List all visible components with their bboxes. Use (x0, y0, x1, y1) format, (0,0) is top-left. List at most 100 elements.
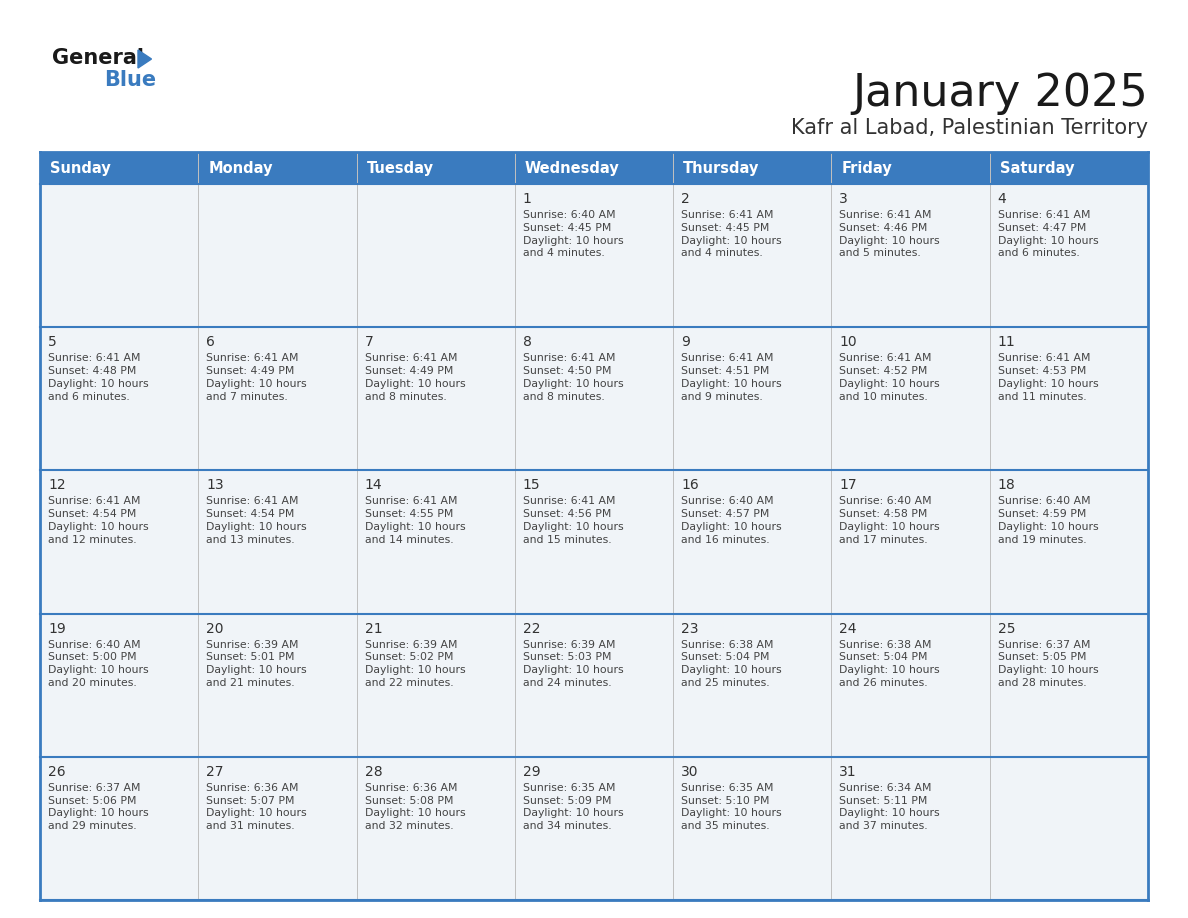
Text: Monday: Monday (208, 161, 273, 175)
Text: 22: 22 (523, 621, 541, 635)
Text: 27: 27 (207, 765, 223, 778)
Text: 13: 13 (207, 478, 223, 492)
Text: 21: 21 (365, 621, 383, 635)
Text: 14: 14 (365, 478, 383, 492)
Bar (990, 756, 1148, 900)
Text: Sunrise: 6:39 AM
Sunset: 5:02 PM
Daylight: 10 hours
and 22 minutes.: Sunrise: 6:39 AM Sunset: 5:02 PM Dayligh… (365, 640, 466, 688)
Text: 16: 16 (681, 478, 699, 492)
Text: Sunrise: 6:39 AM
Sunset: 5:01 PM
Daylight: 10 hours
and 21 minutes.: Sunrise: 6:39 AM Sunset: 5:01 PM Dayligh… (207, 640, 307, 688)
Text: Sunrise: 6:40 AM
Sunset: 5:00 PM
Daylight: 10 hours
and 20 minutes.: Sunrise: 6:40 AM Sunset: 5:00 PM Dayligh… (48, 640, 148, 688)
Text: Sunrise: 6:41 AM
Sunset: 4:50 PM
Daylight: 10 hours
and 8 minutes.: Sunrise: 6:41 AM Sunset: 4:50 PM Dayligh… (523, 353, 624, 401)
Text: Sunrise: 6:41 AM
Sunset: 4:48 PM
Daylight: 10 hours
and 6 minutes.: Sunrise: 6:41 AM Sunset: 4:48 PM Dayligh… (48, 353, 148, 401)
Bar (198, 184, 356, 327)
Bar (40, 613, 198, 756)
Text: Sunrise: 6:41 AM
Sunset: 4:51 PM
Daylight: 10 hours
and 9 minutes.: Sunrise: 6:41 AM Sunset: 4:51 PM Dayligh… (681, 353, 782, 401)
Bar (40, 327, 198, 470)
Text: 26: 26 (48, 765, 65, 778)
Bar (514, 470, 674, 613)
Text: 29: 29 (523, 765, 541, 778)
Bar (356, 470, 514, 613)
Text: 3: 3 (840, 192, 848, 206)
Bar (514, 756, 674, 900)
Text: 4: 4 (998, 192, 1006, 206)
Text: Wednesday: Wednesday (525, 161, 620, 175)
Bar (356, 613, 514, 756)
Text: Saturday: Saturday (1000, 161, 1074, 175)
Text: Friday: Friday (841, 161, 892, 175)
Text: 8: 8 (523, 335, 532, 349)
Polygon shape (138, 50, 152, 68)
Bar (40, 184, 198, 327)
Bar (832, 470, 990, 613)
Bar (674, 470, 832, 613)
Text: 9: 9 (681, 335, 690, 349)
Text: 11: 11 (998, 335, 1016, 349)
Text: Sunrise: 6:41 AM
Sunset: 4:54 PM
Daylight: 10 hours
and 12 minutes.: Sunrise: 6:41 AM Sunset: 4:54 PM Dayligh… (48, 497, 148, 544)
Text: 12: 12 (48, 478, 65, 492)
Text: Sunrise: 6:38 AM
Sunset: 5:04 PM
Daylight: 10 hours
and 25 minutes.: Sunrise: 6:38 AM Sunset: 5:04 PM Dayligh… (681, 640, 782, 688)
Bar (674, 327, 832, 470)
Text: Sunrise: 6:36 AM
Sunset: 5:08 PM
Daylight: 10 hours
and 32 minutes.: Sunrise: 6:36 AM Sunset: 5:08 PM Dayligh… (365, 783, 466, 831)
Text: 31: 31 (840, 765, 857, 778)
Bar (832, 327, 990, 470)
Text: Sunrise: 6:41 AM
Sunset: 4:55 PM
Daylight: 10 hours
and 14 minutes.: Sunrise: 6:41 AM Sunset: 4:55 PM Dayligh… (365, 497, 466, 544)
Text: Sunrise: 6:37 AM
Sunset: 5:05 PM
Daylight: 10 hours
and 28 minutes.: Sunrise: 6:37 AM Sunset: 5:05 PM Dayligh… (998, 640, 1099, 688)
Bar (198, 756, 356, 900)
Bar (356, 327, 514, 470)
Text: 6: 6 (207, 335, 215, 349)
Text: 30: 30 (681, 765, 699, 778)
Text: Sunrise: 6:34 AM
Sunset: 5:11 PM
Daylight: 10 hours
and 37 minutes.: Sunrise: 6:34 AM Sunset: 5:11 PM Dayligh… (840, 783, 940, 831)
Bar (514, 613, 674, 756)
Text: Sunrise: 6:41 AM
Sunset: 4:45 PM
Daylight: 10 hours
and 4 minutes.: Sunrise: 6:41 AM Sunset: 4:45 PM Dayligh… (681, 210, 782, 258)
Bar (40, 152, 1148, 184)
Text: Sunrise: 6:41 AM
Sunset: 4:53 PM
Daylight: 10 hours
and 11 minutes.: Sunrise: 6:41 AM Sunset: 4:53 PM Dayligh… (998, 353, 1099, 401)
Bar (198, 613, 356, 756)
Bar (674, 756, 832, 900)
Text: Sunrise: 6:41 AM
Sunset: 4:54 PM
Daylight: 10 hours
and 13 minutes.: Sunrise: 6:41 AM Sunset: 4:54 PM Dayligh… (207, 497, 307, 544)
Text: Thursday: Thursday (683, 161, 759, 175)
Text: Sunrise: 6:40 AM
Sunset: 4:57 PM
Daylight: 10 hours
and 16 minutes.: Sunrise: 6:40 AM Sunset: 4:57 PM Dayligh… (681, 497, 782, 544)
Text: Sunrise: 6:40 AM
Sunset: 4:59 PM
Daylight: 10 hours
and 19 minutes.: Sunrise: 6:40 AM Sunset: 4:59 PM Dayligh… (998, 497, 1099, 544)
Text: 28: 28 (365, 765, 383, 778)
Bar (832, 184, 990, 327)
Text: Sunrise: 6:41 AM
Sunset: 4:46 PM
Daylight: 10 hours
and 5 minutes.: Sunrise: 6:41 AM Sunset: 4:46 PM Dayligh… (840, 210, 940, 258)
Text: 20: 20 (207, 621, 223, 635)
Text: 19: 19 (48, 621, 65, 635)
Bar (198, 470, 356, 613)
Bar (198, 327, 356, 470)
Bar (990, 327, 1148, 470)
Text: 17: 17 (840, 478, 857, 492)
Bar (514, 327, 674, 470)
Text: Sunrise: 6:41 AM
Sunset: 4:49 PM
Daylight: 10 hours
and 7 minutes.: Sunrise: 6:41 AM Sunset: 4:49 PM Dayligh… (207, 353, 307, 401)
Bar (674, 613, 832, 756)
Bar (514, 184, 674, 327)
Text: 7: 7 (365, 335, 373, 349)
Bar (990, 470, 1148, 613)
Text: Tuesday: Tuesday (367, 161, 434, 175)
Bar (990, 184, 1148, 327)
Text: Sunrise: 6:41 AM
Sunset: 4:49 PM
Daylight: 10 hours
and 8 minutes.: Sunrise: 6:41 AM Sunset: 4:49 PM Dayligh… (365, 353, 466, 401)
Bar (832, 613, 990, 756)
Text: Sunrise: 6:40 AM
Sunset: 4:45 PM
Daylight: 10 hours
and 4 minutes.: Sunrise: 6:40 AM Sunset: 4:45 PM Dayligh… (523, 210, 624, 258)
Text: Blue: Blue (105, 70, 156, 90)
Text: Sunrise: 6:35 AM
Sunset: 5:10 PM
Daylight: 10 hours
and 35 minutes.: Sunrise: 6:35 AM Sunset: 5:10 PM Dayligh… (681, 783, 782, 831)
Text: 5: 5 (48, 335, 57, 349)
Text: 24: 24 (840, 621, 857, 635)
Text: Kafr al Labad, Palestinian Territory: Kafr al Labad, Palestinian Territory (791, 118, 1148, 138)
Text: January 2025: January 2025 (852, 72, 1148, 115)
Text: Sunrise: 6:41 AM
Sunset: 4:56 PM
Daylight: 10 hours
and 15 minutes.: Sunrise: 6:41 AM Sunset: 4:56 PM Dayligh… (523, 497, 624, 544)
Text: Sunrise: 6:37 AM
Sunset: 5:06 PM
Daylight: 10 hours
and 29 minutes.: Sunrise: 6:37 AM Sunset: 5:06 PM Dayligh… (48, 783, 148, 831)
Text: 15: 15 (523, 478, 541, 492)
Bar (356, 756, 514, 900)
Text: 23: 23 (681, 621, 699, 635)
Text: 1: 1 (523, 192, 532, 206)
Text: Sunday: Sunday (50, 161, 110, 175)
Bar (990, 613, 1148, 756)
Text: Sunrise: 6:41 AM
Sunset: 4:47 PM
Daylight: 10 hours
and 6 minutes.: Sunrise: 6:41 AM Sunset: 4:47 PM Dayligh… (998, 210, 1099, 258)
Bar (40, 756, 198, 900)
Text: Sunrise: 6:39 AM
Sunset: 5:03 PM
Daylight: 10 hours
and 24 minutes.: Sunrise: 6:39 AM Sunset: 5:03 PM Dayligh… (523, 640, 624, 688)
Text: 2: 2 (681, 192, 690, 206)
Bar (674, 184, 832, 327)
Bar (40, 470, 198, 613)
Text: Sunrise: 6:40 AM
Sunset: 4:58 PM
Daylight: 10 hours
and 17 minutes.: Sunrise: 6:40 AM Sunset: 4:58 PM Dayligh… (840, 497, 940, 544)
